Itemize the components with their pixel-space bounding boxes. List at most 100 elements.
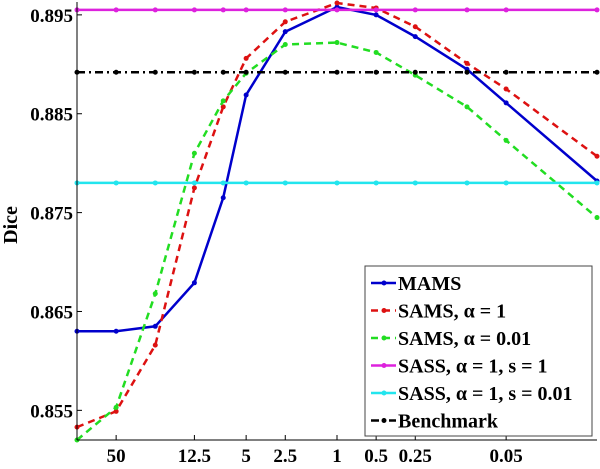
data-point bbox=[594, 215, 600, 221]
data-point bbox=[464, 60, 470, 66]
data-point bbox=[191, 280, 197, 286]
x-tick-label: 2.5 bbox=[273, 446, 297, 464]
y-tick-label: 0.885 bbox=[30, 105, 73, 126]
legend-entry: MAMS bbox=[371, 273, 461, 295]
data-point bbox=[220, 195, 226, 201]
data-point bbox=[503, 86, 509, 92]
data-point bbox=[373, 12, 379, 18]
legend-label: SAMS, α = 1 bbox=[398, 301, 506, 323]
legend-marker bbox=[381, 418, 387, 423]
y-tick-label: 0.895 bbox=[30, 6, 73, 27]
legend-label: MAMS bbox=[398, 273, 461, 295]
legend-box bbox=[364, 265, 593, 437]
data-point bbox=[464, 104, 470, 110]
data-point bbox=[412, 69, 418, 75]
legend-marker bbox=[381, 335, 387, 341]
data-point bbox=[243, 7, 249, 13]
data-point bbox=[113, 180, 119, 186]
data-point bbox=[152, 323, 158, 329]
x-tick-label: 0.25 bbox=[399, 446, 432, 464]
legend-entry: Benchmark bbox=[371, 411, 499, 433]
data-point bbox=[243, 180, 249, 186]
series-5 bbox=[74, 69, 600, 75]
legend: MAMS SAMS, α = 1 SAMS, α = 0.01 SASS, α = 1… bbox=[364, 265, 593, 437]
legend-label: SASS, α = 1, s = 1 bbox=[398, 356, 548, 378]
y-axis-label: Dice bbox=[0, 206, 22, 244]
data-point bbox=[503, 137, 509, 143]
data-point bbox=[113, 7, 119, 13]
data-point bbox=[191, 185, 197, 191]
data-point bbox=[152, 180, 158, 186]
data-point bbox=[152, 342, 158, 348]
data-point bbox=[412, 34, 418, 40]
data-point bbox=[152, 69, 158, 75]
data-point bbox=[113, 404, 119, 410]
data-point bbox=[191, 180, 197, 186]
data-point bbox=[243, 55, 249, 61]
data-point bbox=[282, 42, 288, 48]
data-point bbox=[152, 7, 158, 13]
data-point bbox=[503, 7, 509, 13]
data-point bbox=[594, 153, 600, 159]
data-point bbox=[503, 100, 509, 106]
data-point bbox=[334, 180, 340, 186]
data-point bbox=[503, 180, 509, 186]
legend-marker bbox=[381, 363, 387, 368]
data-point bbox=[220, 180, 226, 186]
data-point bbox=[334, 40, 340, 46]
data-point bbox=[373, 7, 379, 13]
data-point bbox=[191, 150, 197, 156]
data-point bbox=[282, 19, 288, 25]
legend-entry: SASS, α = 1, s = 0.01 bbox=[371, 383, 573, 405]
data-point bbox=[220, 7, 226, 13]
data-point bbox=[464, 69, 470, 75]
series-3 bbox=[74, 7, 600, 13]
data-point bbox=[113, 328, 119, 334]
legend-marker bbox=[381, 308, 387, 313]
x-tick-label: 5 bbox=[241, 446, 251, 464]
y-tick-label: 0.865 bbox=[30, 302, 73, 323]
data-point bbox=[464, 7, 470, 13]
data-point bbox=[282, 7, 288, 13]
data-point bbox=[373, 49, 379, 55]
data-point bbox=[191, 7, 197, 13]
data-point bbox=[594, 69, 600, 75]
x-tick-label: 12.5 bbox=[178, 446, 211, 464]
data-point bbox=[220, 69, 226, 75]
data-point bbox=[412, 7, 418, 13]
data-point bbox=[113, 408, 119, 414]
data-point bbox=[412, 24, 418, 30]
legend-marker bbox=[381, 390, 387, 396]
legend-label: SAMS, α = 0.01 bbox=[398, 328, 531, 350]
data-point bbox=[113, 69, 119, 75]
y-tick-label: 0.855 bbox=[30, 401, 73, 422]
data-point bbox=[334, 0, 340, 6]
ticks-layer: 0.855 0.865 0.875 0.885 0.895 50 12.5 5 2.5 1 0.5 0… bbox=[30, 6, 523, 467]
data-point bbox=[594, 7, 600, 13]
data-point bbox=[503, 69, 509, 75]
data-point bbox=[412, 180, 418, 186]
data-point bbox=[464, 180, 470, 186]
data-point bbox=[220, 98, 226, 104]
x-tick-label: 0.05 bbox=[490, 446, 523, 464]
legend-entry: SAMS, α = 0.01 bbox=[371, 328, 531, 350]
x-tick-label: 1 bbox=[332, 446, 342, 464]
series-4 bbox=[74, 180, 600, 186]
data-point bbox=[334, 69, 340, 75]
data-point bbox=[594, 180, 600, 186]
x-tick-label: 50 bbox=[107, 446, 126, 464]
legend-label: SASS, α = 1, s = 0.01 bbox=[398, 383, 573, 405]
data-point bbox=[282, 69, 288, 75]
data-point bbox=[282, 180, 288, 186]
data-point bbox=[243, 69, 249, 75]
legend-label: Benchmark bbox=[398, 411, 499, 433]
series-layer bbox=[74, 0, 600, 443]
data-point bbox=[191, 69, 197, 75]
data-point bbox=[282, 29, 288, 35]
data-point bbox=[334, 7, 340, 13]
data-point bbox=[373, 69, 379, 75]
legend-marker bbox=[381, 280, 387, 286]
x-tick-label: 0.5 bbox=[364, 446, 388, 464]
data-point bbox=[152, 291, 158, 297]
